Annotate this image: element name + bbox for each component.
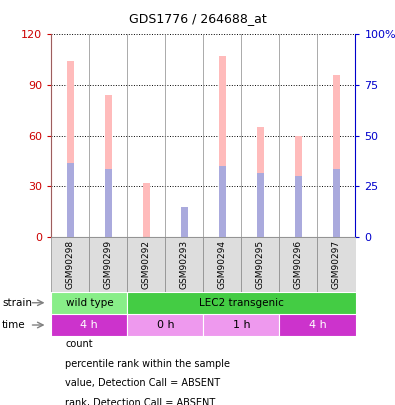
Text: GSM90293: GSM90293	[180, 240, 189, 289]
Bar	[89, 237, 127, 292]
Bar	[257, 127, 264, 237]
Bar	[203, 314, 279, 336]
Text: count: count	[65, 339, 93, 349]
Text: GSM90292: GSM90292	[142, 240, 151, 289]
Text: percentile rank within the sample: percentile rank within the sample	[65, 359, 230, 369]
Text: wild type: wild type	[66, 298, 113, 308]
Bar	[219, 56, 226, 237]
Bar	[127, 314, 203, 336]
Bar	[127, 292, 356, 314]
Bar	[279, 314, 356, 336]
Bar	[51, 292, 127, 314]
Bar	[333, 169, 340, 237]
Text: GSM90297: GSM90297	[332, 240, 341, 289]
Text: value, Detection Call = ABSENT: value, Detection Call = ABSENT	[65, 378, 220, 388]
Bar	[203, 237, 241, 292]
Bar	[181, 207, 188, 237]
Bar	[279, 237, 318, 292]
Bar	[257, 173, 264, 237]
Bar	[67, 163, 74, 237]
Text: strain: strain	[2, 298, 32, 308]
Bar	[295, 176, 302, 237]
Text: GDS1776 / 264688_at: GDS1776 / 264688_at	[129, 12, 266, 25]
Bar	[241, 237, 279, 292]
Text: rank, Detection Call = ABSENT: rank, Detection Call = ABSENT	[65, 398, 215, 405]
Text: GSM90298: GSM90298	[66, 240, 75, 289]
Text: GSM90299: GSM90299	[104, 240, 113, 289]
Bar	[51, 314, 127, 336]
Bar	[105, 95, 112, 237]
Bar	[67, 62, 74, 237]
Text: 4 h: 4 h	[308, 320, 326, 330]
Text: GSM90296: GSM90296	[294, 240, 303, 289]
Bar	[295, 136, 302, 237]
Bar	[333, 75, 340, 237]
Bar	[166, 237, 203, 292]
Bar	[127, 237, 166, 292]
Text: GSM90294: GSM90294	[218, 240, 227, 289]
Text: 4 h: 4 h	[81, 320, 98, 330]
Text: LEC2 transgenic: LEC2 transgenic	[199, 298, 284, 308]
Bar	[51, 237, 89, 292]
Bar	[143, 183, 150, 237]
Bar	[105, 169, 112, 237]
Text: 0 h: 0 h	[156, 320, 174, 330]
Bar	[219, 166, 226, 237]
Text: GSM90295: GSM90295	[256, 240, 265, 289]
Text: 1 h: 1 h	[233, 320, 250, 330]
Text: time: time	[2, 320, 26, 330]
Bar	[318, 237, 356, 292]
